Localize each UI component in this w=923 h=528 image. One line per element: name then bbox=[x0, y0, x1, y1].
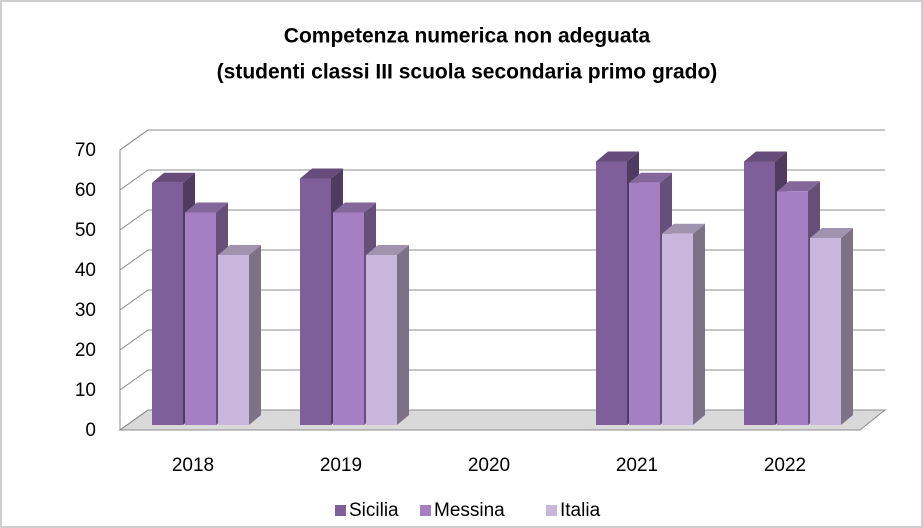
bar-front bbox=[744, 161, 775, 425]
grid-line bbox=[119, 169, 885, 191]
bar-front bbox=[777, 191, 808, 425]
bar-front bbox=[596, 161, 627, 425]
bar-top bbox=[152, 172, 195, 183]
bar-top bbox=[744, 151, 787, 162]
bar-side bbox=[397, 245, 409, 425]
bar-top bbox=[218, 245, 261, 255]
bar-side bbox=[841, 228, 853, 425]
bar-side bbox=[693, 223, 705, 425]
legend-label: Italia bbox=[560, 500, 601, 521]
chart-subtitle: (studenti classi III scuola secondaria p… bbox=[217, 61, 718, 84]
y-tick-label: 40 bbox=[75, 260, 96, 281]
grid-line bbox=[119, 129, 885, 151]
y-tick-label: 0 bbox=[85, 420, 96, 441]
bar-front bbox=[300, 178, 331, 425]
bar-front bbox=[185, 212, 216, 425]
bar-front bbox=[218, 255, 249, 425]
bar-front bbox=[810, 238, 841, 425]
y-tick-label: 30 bbox=[75, 300, 96, 321]
x-tick-label: 2019 bbox=[320, 455, 362, 476]
bar-top bbox=[662, 223, 705, 234]
bar-top bbox=[810, 228, 853, 238]
legend-label: Sicilia bbox=[349, 500, 399, 521]
y-tick-label: 10 bbox=[75, 380, 96, 401]
bar bbox=[218, 245, 261, 425]
bar-front bbox=[333, 212, 364, 425]
bar bbox=[366, 245, 409, 425]
chart-title: Competenza numerica non adeguata bbox=[284, 25, 651, 48]
legend-swatch bbox=[335, 505, 346, 516]
x-tick-label: 2021 bbox=[616, 455, 658, 476]
legend-swatch bbox=[546, 505, 557, 516]
bar-top bbox=[300, 168, 343, 179]
bar-top bbox=[185, 202, 228, 213]
bar-top bbox=[777, 181, 820, 192]
bar-front bbox=[152, 182, 183, 425]
x-tick-label: 2022 bbox=[764, 455, 806, 476]
bar bbox=[662, 223, 705, 425]
bar-top bbox=[366, 245, 409, 255]
bar bbox=[810, 228, 853, 425]
x-tick-label: 2020 bbox=[468, 455, 510, 476]
y-tick-label: 20 bbox=[75, 340, 96, 361]
x-tick-label: 2018 bbox=[172, 455, 214, 476]
bar-top bbox=[629, 172, 672, 183]
bar-top bbox=[333, 202, 376, 213]
bar-top bbox=[596, 151, 639, 162]
bar-side bbox=[249, 245, 261, 425]
y-tick-label: 60 bbox=[75, 180, 96, 201]
y-tick-label: 70 bbox=[75, 140, 96, 161]
y-tick-label: 50 bbox=[75, 220, 96, 241]
legend-label: Messina bbox=[434, 500, 505, 521]
bar-front bbox=[366, 255, 397, 425]
bar-front bbox=[662, 233, 693, 425]
legend-swatch bbox=[420, 505, 431, 516]
bar-front bbox=[629, 182, 660, 425]
